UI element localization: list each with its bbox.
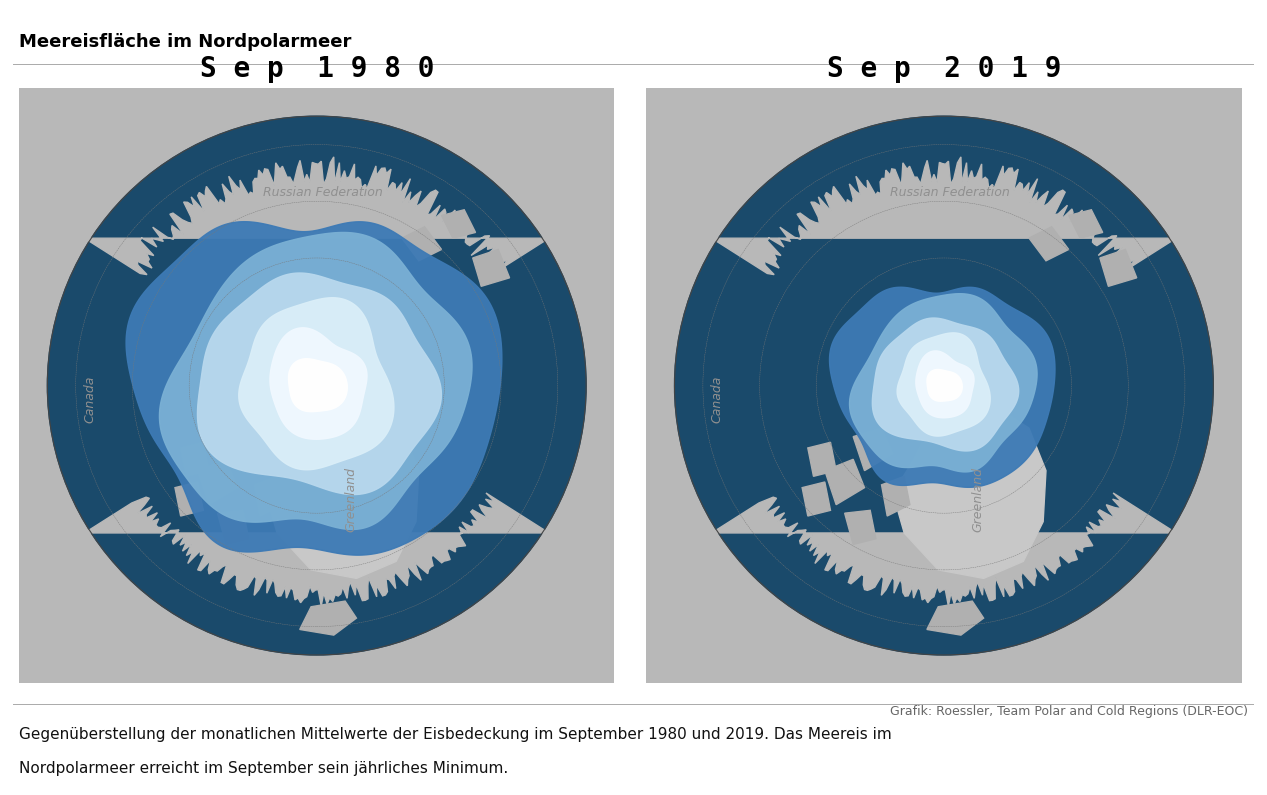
Polygon shape xyxy=(300,601,356,635)
Text: Greenland: Greenland xyxy=(345,467,357,532)
Polygon shape xyxy=(85,157,549,274)
Polygon shape xyxy=(198,273,441,494)
Polygon shape xyxy=(927,601,983,635)
Polygon shape xyxy=(218,510,248,545)
Polygon shape xyxy=(1029,227,1068,261)
Polygon shape xyxy=(830,287,1055,487)
Text: Canada: Canada xyxy=(84,376,96,424)
Polygon shape xyxy=(127,222,502,555)
Text: Russian Federation: Russian Federation xyxy=(889,186,1010,200)
Circle shape xyxy=(674,116,1214,655)
Polygon shape xyxy=(808,442,836,476)
Polygon shape xyxy=(712,157,1176,274)
Polygon shape xyxy=(845,510,875,545)
Polygon shape xyxy=(238,297,394,470)
Polygon shape xyxy=(802,482,830,516)
Polygon shape xyxy=(226,429,266,471)
Polygon shape xyxy=(916,351,974,418)
Polygon shape xyxy=(927,370,962,401)
Polygon shape xyxy=(181,442,209,476)
Polygon shape xyxy=(873,318,1019,451)
Polygon shape xyxy=(255,476,283,516)
Polygon shape xyxy=(175,482,203,516)
Text: Canada: Canada xyxy=(711,376,723,424)
Text: Nordpolarmeer erreicht im September sein jährliches Minimum.: Nordpolarmeer erreicht im September sein… xyxy=(19,761,508,776)
Polygon shape xyxy=(882,476,910,516)
Text: Grafik: Roessler, Team Polar and Cold Regions (DLR-EOC): Grafik: Roessler, Team Polar and Cold Re… xyxy=(891,704,1248,718)
Polygon shape xyxy=(266,402,419,579)
Text: Gegenüberstellung der monatlichen Mittelwerte der Eisbedeckung im September 1980: Gegenüberstellung der monatlichen Mittel… xyxy=(19,727,892,742)
Polygon shape xyxy=(198,460,237,505)
Title: S e p  1 9 8 0: S e p 1 9 8 0 xyxy=(199,55,435,83)
Polygon shape xyxy=(1068,210,1102,238)
Polygon shape xyxy=(289,359,347,412)
Polygon shape xyxy=(853,429,893,471)
Circle shape xyxy=(47,116,587,655)
Polygon shape xyxy=(85,493,549,606)
Polygon shape xyxy=(473,250,509,286)
Polygon shape xyxy=(160,232,473,529)
Polygon shape xyxy=(270,328,367,440)
Polygon shape xyxy=(825,460,864,505)
Polygon shape xyxy=(712,493,1176,606)
Text: Russian Federation: Russian Federation xyxy=(262,186,383,200)
Polygon shape xyxy=(897,333,991,436)
Polygon shape xyxy=(850,293,1038,472)
Title: S e p  2 0 1 9: S e p 2 0 1 9 xyxy=(826,55,1062,83)
Polygon shape xyxy=(1100,250,1136,286)
Polygon shape xyxy=(441,210,475,238)
Polygon shape xyxy=(893,402,1047,579)
Polygon shape xyxy=(402,227,441,261)
Text: Greenland: Greenland xyxy=(972,467,984,532)
Text: Meereisfläche im Nordpolarmeer: Meereisfläche im Nordpolarmeer xyxy=(19,33,351,52)
